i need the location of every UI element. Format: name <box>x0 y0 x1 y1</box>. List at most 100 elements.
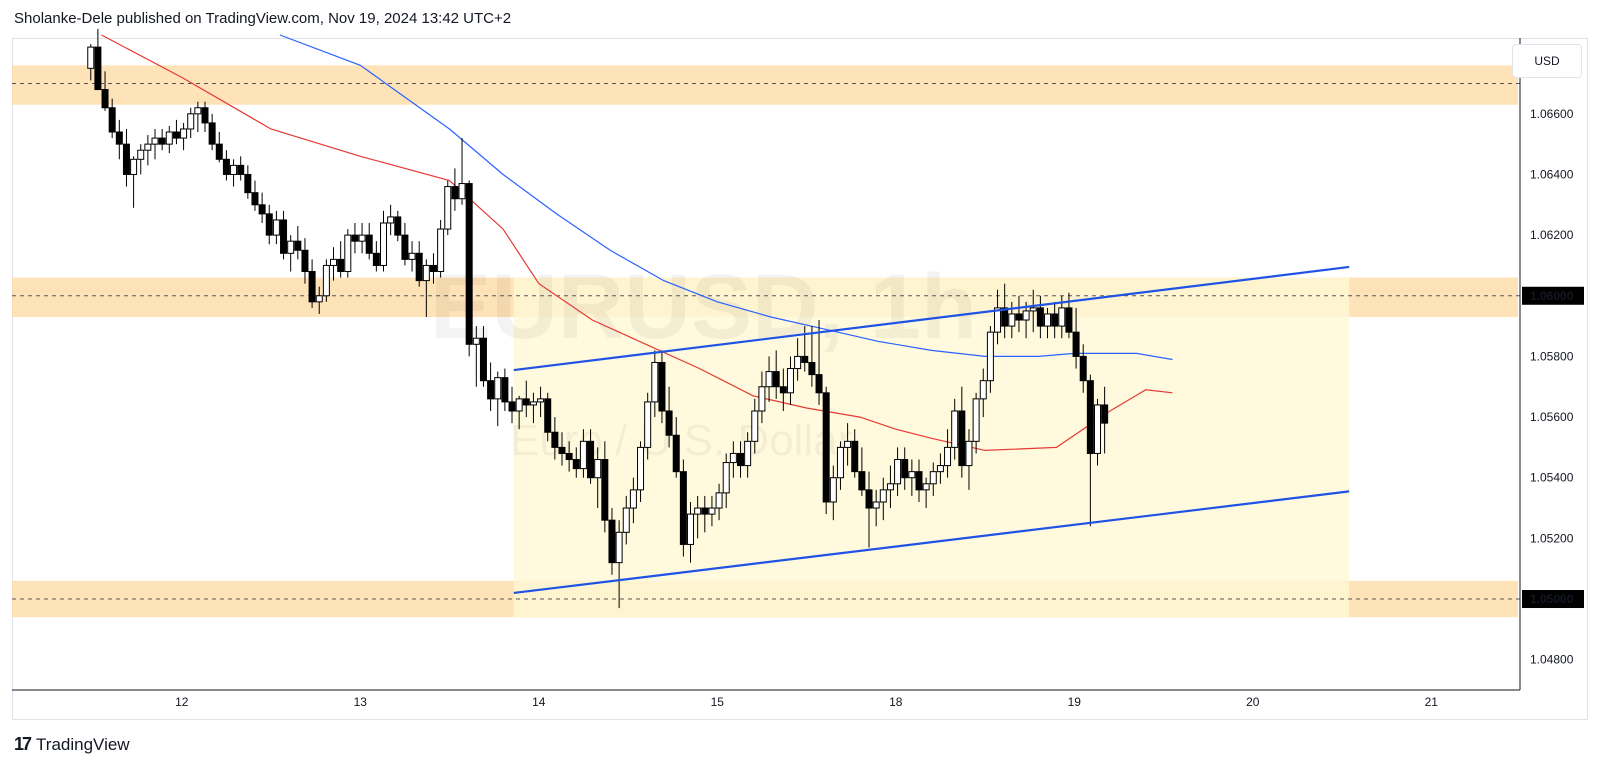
candle <box>815 374 823 394</box>
candle <box>408 252 416 260</box>
candle <box>994 307 1002 333</box>
candle <box>280 219 288 254</box>
candle <box>487 380 495 400</box>
candle <box>922 483 930 491</box>
candle <box>901 459 909 479</box>
candle <box>180 128 188 139</box>
watermark-description: Euro / U.S. Dollar <box>510 416 852 465</box>
candle <box>387 216 395 224</box>
candle <box>251 192 259 206</box>
candle <box>529 401 537 406</box>
candle <box>915 471 923 491</box>
candle <box>894 459 902 485</box>
candle <box>215 143 223 160</box>
candle <box>637 446 645 491</box>
candle <box>1051 313 1059 327</box>
price-tick-label: 1.06400 <box>1530 167 1574 181</box>
candle <box>687 513 695 545</box>
candle <box>722 462 730 494</box>
time-tick-label: 21 <box>1425 695 1439 709</box>
candle <box>258 204 266 215</box>
candle <box>344 234 352 273</box>
candle <box>444 186 452 230</box>
candle <box>936 465 944 473</box>
candle <box>330 258 338 266</box>
candle <box>965 440 973 467</box>
candle <box>1072 331 1080 357</box>
candle <box>929 471 937 485</box>
candle <box>372 252 380 266</box>
candle <box>294 240 302 251</box>
candle <box>158 137 166 145</box>
price-tick-label: 1.04800 <box>1530 653 1574 667</box>
candle <box>758 386 766 412</box>
candle <box>979 380 987 400</box>
candle <box>208 122 216 145</box>
candle <box>736 452 744 467</box>
candle <box>729 452 737 464</box>
candle <box>836 446 844 479</box>
candle <box>401 234 409 260</box>
candle <box>465 183 473 345</box>
candle <box>479 337 487 382</box>
footer-brand[interactable]: 17 TradingView <box>14 734 130 755</box>
price-highlight-box <box>1522 590 1584 609</box>
time-tick-label: 20 <box>1246 695 1260 709</box>
candle <box>1065 307 1073 333</box>
candle <box>879 489 887 503</box>
ma-slow-line <box>279 34 1173 361</box>
candle <box>337 258 345 273</box>
currency-label: USD <box>1534 54 1560 68</box>
candle <box>365 234 373 254</box>
candle <box>130 158 138 175</box>
candle <box>351 234 359 242</box>
candle <box>765 371 773 388</box>
candle <box>437 228 445 273</box>
chart-frame <box>12 38 1588 720</box>
candle <box>558 446 566 454</box>
candle <box>672 434 680 473</box>
trendline-upper <box>513 265 1350 372</box>
candles <box>87 28 1109 609</box>
candle <box>165 131 173 145</box>
candle <box>308 271 316 303</box>
candle <box>651 361 659 403</box>
candle <box>572 459 580 470</box>
candle <box>94 46 102 91</box>
time-tick-label: 12 <box>175 695 189 709</box>
candle <box>579 440 587 470</box>
price-axis: 1.06600 1.06400 1.06200 1.05800 1.05600 1.054… <box>1522 107 1584 667</box>
candle <box>1093 404 1101 454</box>
candle <box>565 452 573 461</box>
candle <box>958 410 966 467</box>
candle <box>322 264 330 297</box>
price-tick-label: 1.05200 <box>1530 531 1574 545</box>
candle <box>172 131 180 139</box>
watermark-symbol: EURUSD, 1h <box>430 256 977 358</box>
candle <box>551 431 559 448</box>
price-highlight-label: 1.06000 <box>1530 289 1574 303</box>
publisher-line: Sholanke-Dele published on TradingView.c… <box>14 10 512 27</box>
candle <box>886 483 894 491</box>
candle <box>822 392 830 503</box>
tradingview-logo-icon: 17 <box>14 734 32 754</box>
candle <box>844 440 852 448</box>
candle <box>1101 404 1109 424</box>
channel-fill <box>513 277 1350 618</box>
candle <box>622 507 630 533</box>
candle <box>315 295 323 303</box>
candle <box>287 240 295 254</box>
candle <box>194 107 202 115</box>
currency-selector[interactable]: USD <box>1512 44 1582 78</box>
candle <box>137 149 145 160</box>
candle <box>451 186 459 200</box>
candle <box>144 143 152 151</box>
candle <box>1086 380 1094 454</box>
candle <box>594 459 602 479</box>
candle <box>858 471 866 491</box>
candle <box>272 219 280 236</box>
candle <box>508 401 516 412</box>
candle <box>1058 307 1066 327</box>
candle <box>751 410 759 442</box>
